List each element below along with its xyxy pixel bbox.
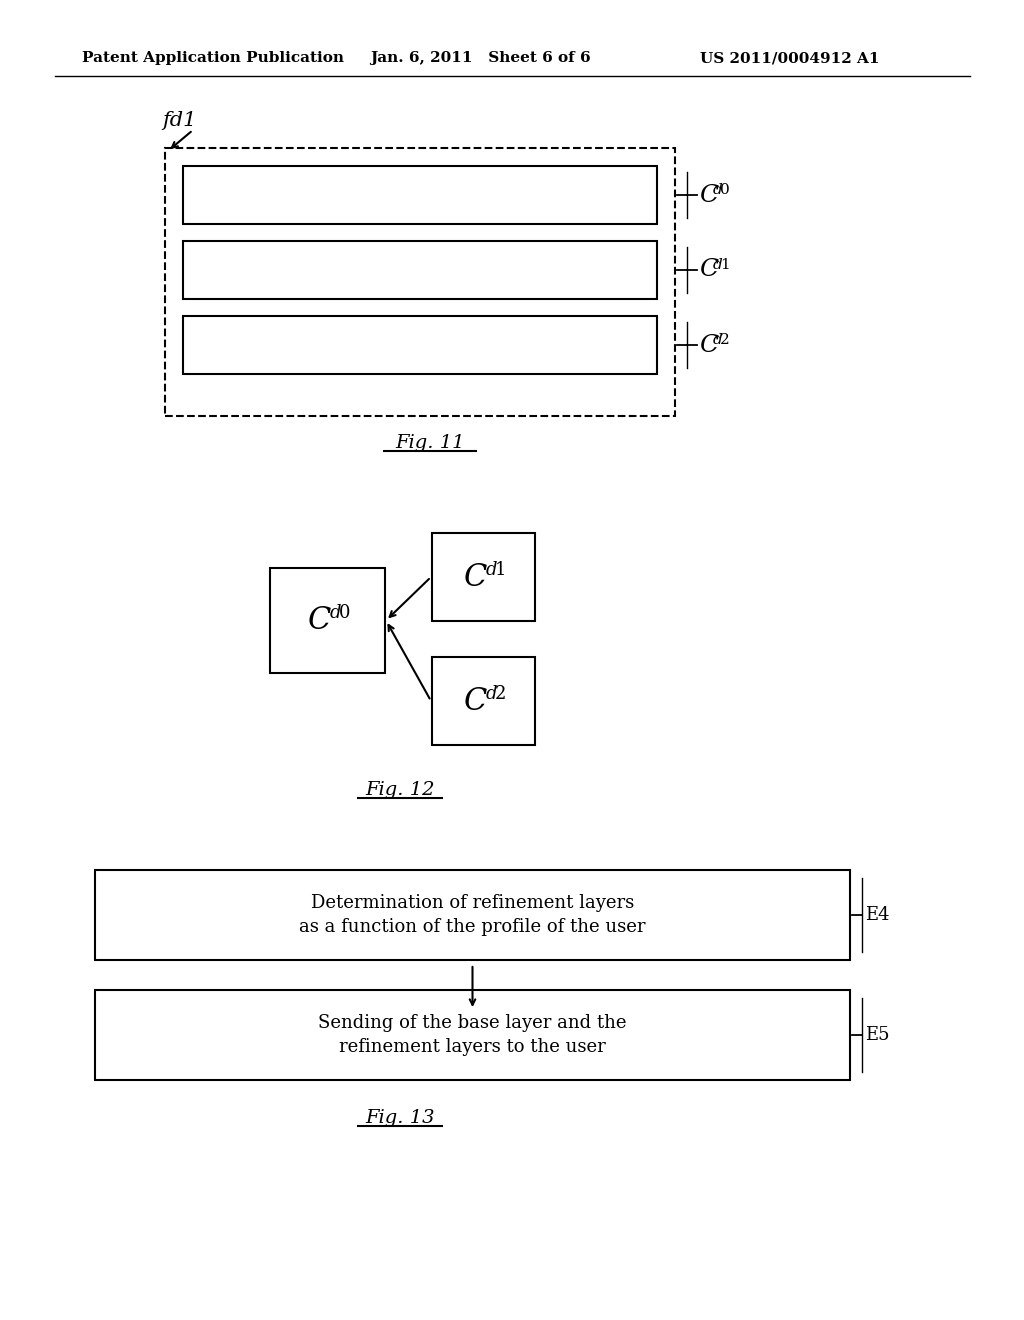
Text: Sending of the base layer and the: Sending of the base layer and the xyxy=(318,1014,627,1032)
Bar xyxy=(165,148,675,416)
Text: 0: 0 xyxy=(339,605,350,623)
Text: E5: E5 xyxy=(865,1026,890,1044)
Text: C: C xyxy=(699,334,718,356)
Bar xyxy=(95,990,850,1080)
Text: Fig. 13: Fig. 13 xyxy=(366,1109,435,1127)
Text: Jan. 6, 2011   Sheet 6 of 6: Jan. 6, 2011 Sheet 6 of 6 xyxy=(370,51,591,65)
Text: d: d xyxy=(713,183,723,197)
Bar xyxy=(432,533,535,620)
Text: refinement layers to the user: refinement layers to the user xyxy=(339,1038,606,1056)
Bar xyxy=(183,315,657,374)
Bar xyxy=(432,657,535,744)
Text: d: d xyxy=(485,685,498,704)
Bar xyxy=(95,870,850,960)
Text: 2: 2 xyxy=(495,685,506,704)
Text: d: d xyxy=(330,605,341,623)
Text: d: d xyxy=(485,561,498,579)
Text: Fig. 12: Fig. 12 xyxy=(366,781,435,799)
Text: C: C xyxy=(699,259,718,281)
Text: C: C xyxy=(699,183,718,206)
Text: 2: 2 xyxy=(720,333,730,347)
Text: d: d xyxy=(713,257,723,272)
Text: 1: 1 xyxy=(495,561,506,579)
Text: C: C xyxy=(464,685,487,717)
Bar xyxy=(183,166,657,224)
Text: 0: 0 xyxy=(720,183,730,197)
Bar xyxy=(183,242,657,300)
Text: Patent Application Publication: Patent Application Publication xyxy=(82,51,344,65)
Text: d: d xyxy=(713,333,723,347)
Text: fd1: fd1 xyxy=(162,111,197,129)
Text: as a function of the profile of the user: as a function of the profile of the user xyxy=(299,917,646,936)
Text: E4: E4 xyxy=(865,906,890,924)
Bar xyxy=(270,568,385,673)
Text: Fig. 11: Fig. 11 xyxy=(395,434,465,451)
Text: 1: 1 xyxy=(720,257,730,272)
Text: C: C xyxy=(308,605,331,636)
Text: C: C xyxy=(464,561,487,593)
Text: US 2011/0004912 A1: US 2011/0004912 A1 xyxy=(700,51,880,65)
Text: Determination of refinement layers: Determination of refinement layers xyxy=(311,894,634,912)
